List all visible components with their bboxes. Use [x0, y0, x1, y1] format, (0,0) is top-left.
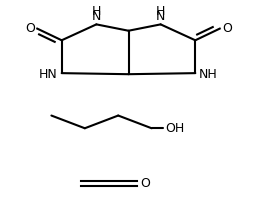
Text: O: O	[222, 22, 232, 35]
Text: O: O	[141, 177, 150, 190]
Text: H: H	[156, 5, 165, 18]
Text: HN: HN	[39, 68, 58, 81]
Text: OH: OH	[165, 122, 185, 135]
Text: O: O	[25, 22, 35, 35]
Text: H: H	[92, 5, 101, 18]
Text: N: N	[156, 10, 165, 23]
Text: NH: NH	[199, 68, 218, 81]
Text: N: N	[92, 10, 101, 23]
